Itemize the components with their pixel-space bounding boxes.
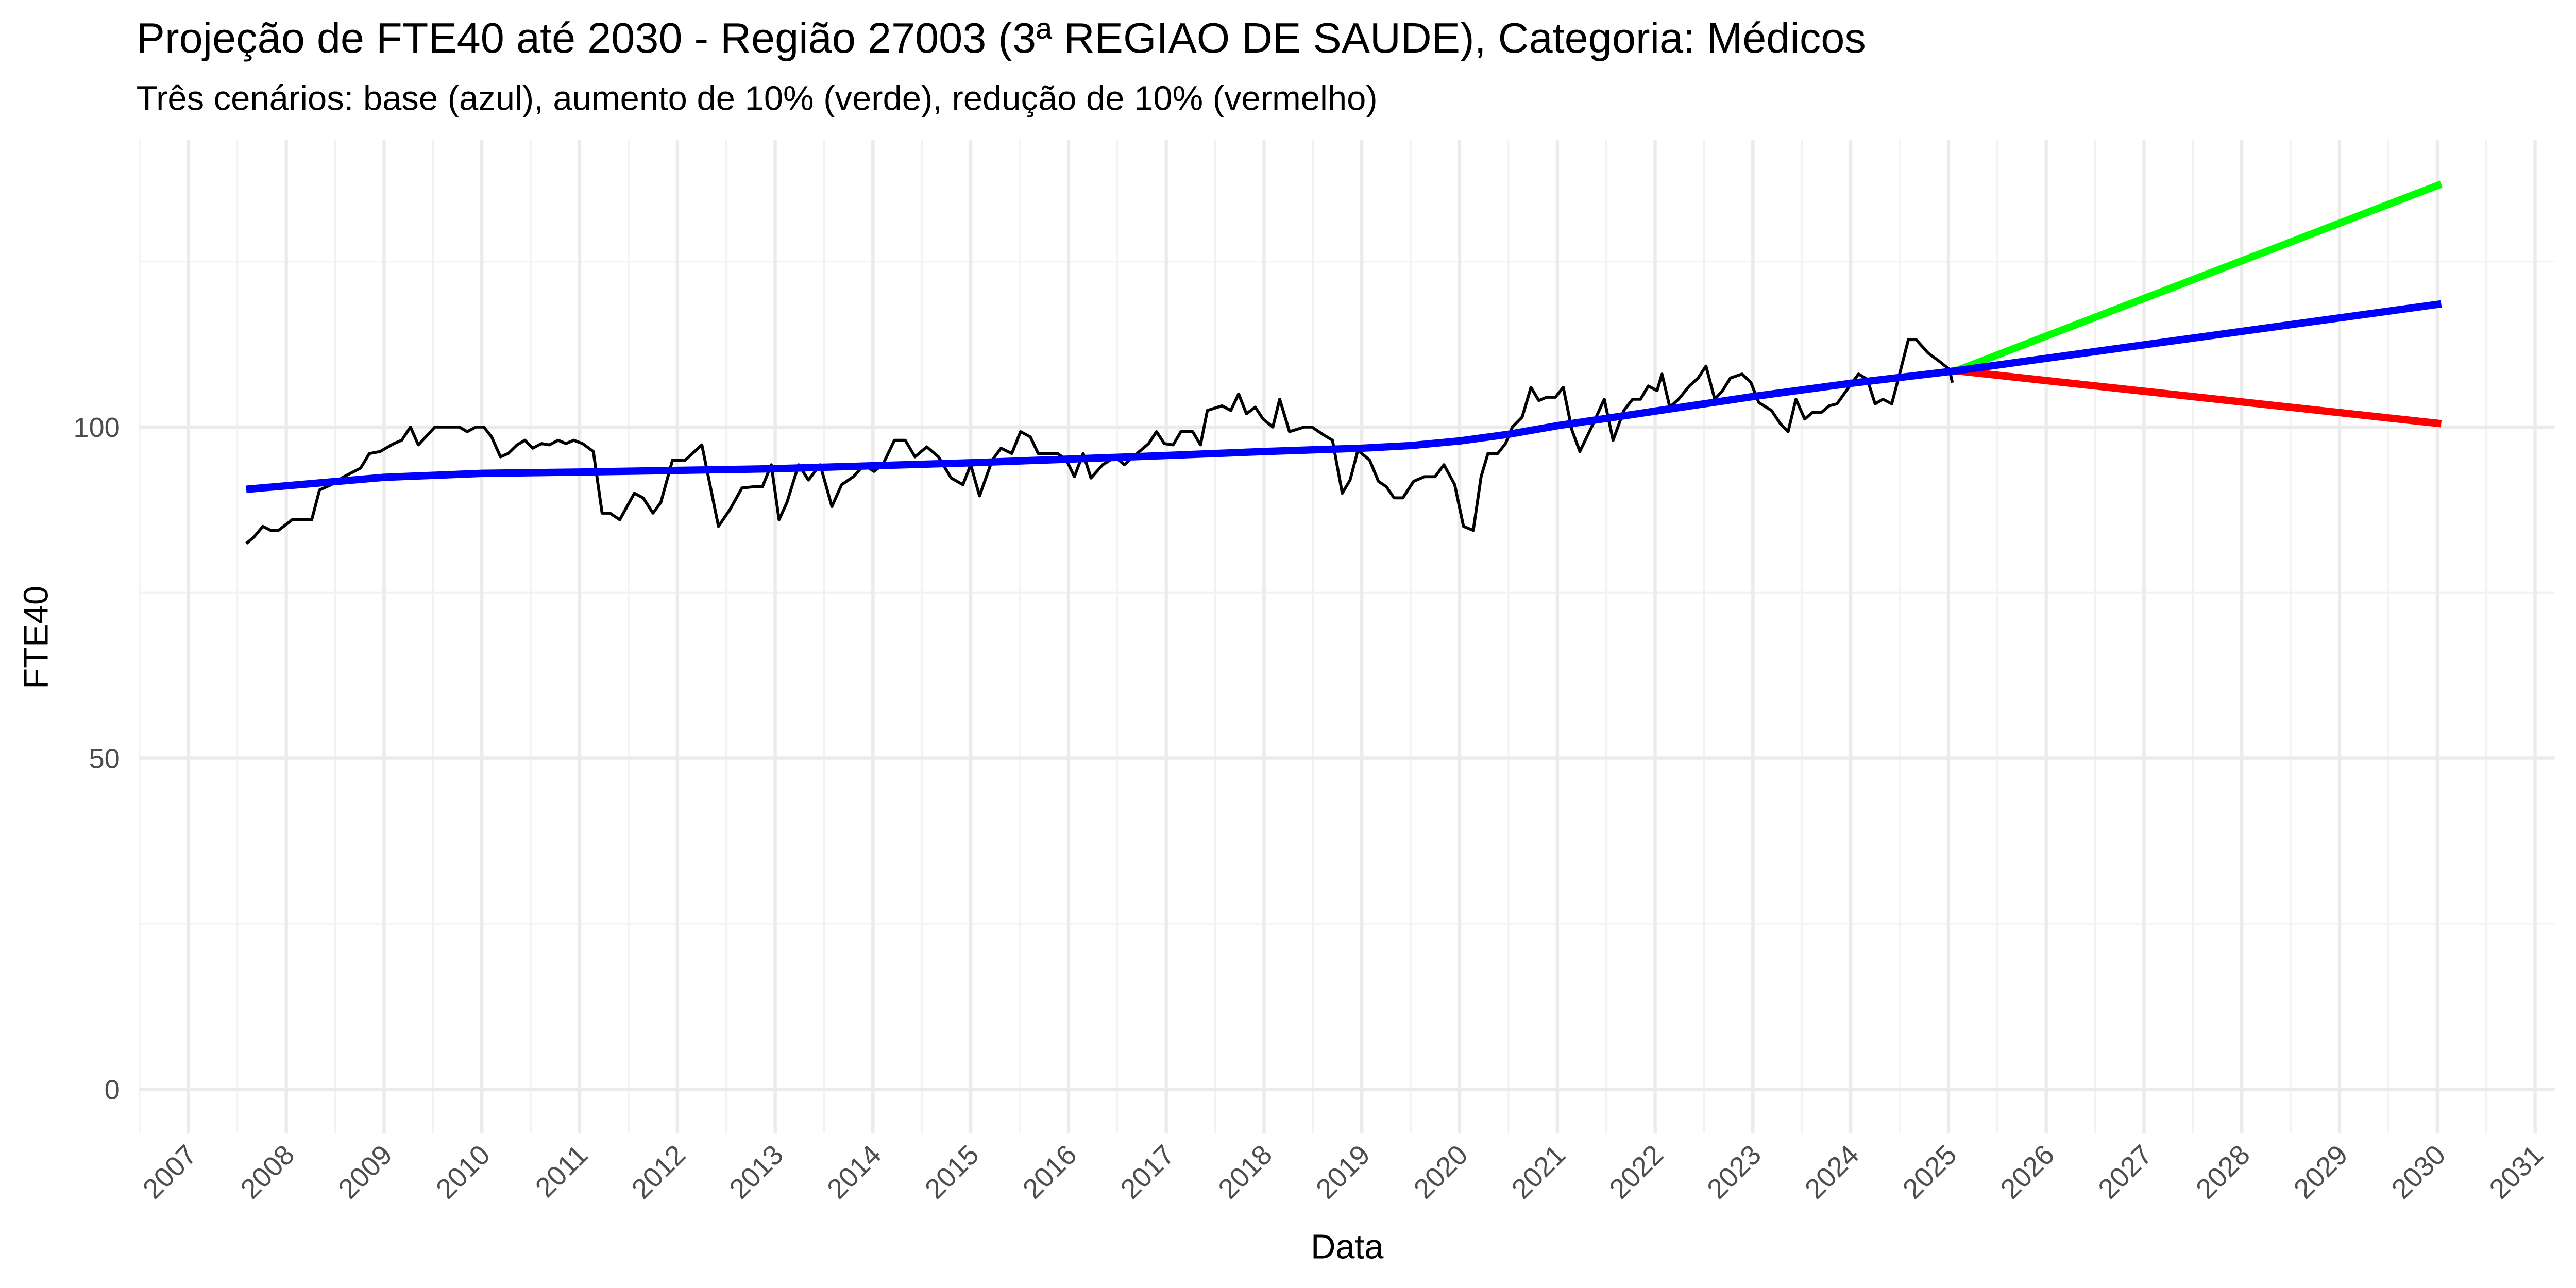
x-tick-label: 2031 [2484,1139,2550,1205]
x-tick-label: 2023 [1701,1139,1767,1205]
series-line [245,338,1954,545]
grid: 0 50 100 2007 2008 2009 2010 2011 2012 2013 2014 20… [73,140,2555,1205]
x-tick-label: 2010 [430,1139,496,1205]
x-tick-label: 2007 [137,1139,203,1205]
y-tick-label: 0 [105,1074,120,1105]
series-line [1956,367,2442,428]
x-tick-label: 2008 [235,1139,301,1205]
x-tick-label: 2016 [1017,1139,1083,1205]
x-tick-label: 2025 [1897,1139,1963,1205]
chart-subtitle: Três cenários: base (azul), aumento de 1… [137,79,1378,118]
series-line [246,300,2442,493]
x-tick-label: 2030 [2386,1139,2452,1205]
x-tick-label: 2014 [821,1139,887,1205]
x-tick-label: 2026 [1995,1139,2061,1205]
x-tick-label: 2015 [919,1139,985,1205]
x-tick-label: 2017 [1115,1139,1181,1205]
y-tick-label: 50 [89,743,120,774]
x-tick-label: 2018 [1212,1139,1278,1205]
chart-title: Projeção de FTE40 até 2030 - Região 2700… [137,14,1866,62]
x-tick-label: 2019 [1310,1139,1376,1205]
x-tick-label: 2029 [2288,1139,2354,1205]
x-tick-label: 2022 [1604,1139,1670,1205]
y-axis-title: FTE40 [16,586,55,689]
x-tick-label: 2027 [2092,1139,2158,1205]
x-tick-label: 2011 [530,1139,594,1204]
x-tick-label: 2021 [1506,1139,1572,1205]
y-tick-label: 100 [73,412,120,443]
x-axis-title: Data [1311,1228,1384,1266]
x-tick-label: 2024 [1799,1139,1865,1205]
plot-area [245,180,2443,545]
series-line [1955,180,2443,375]
x-tick-label: 2009 [332,1139,398,1205]
x-tick-label: 2020 [1408,1139,1474,1205]
x-tick-label: 2028 [2190,1139,2256,1205]
x-tick-label: 2012 [626,1139,692,1205]
x-tick-label: 2013 [724,1139,790,1205]
